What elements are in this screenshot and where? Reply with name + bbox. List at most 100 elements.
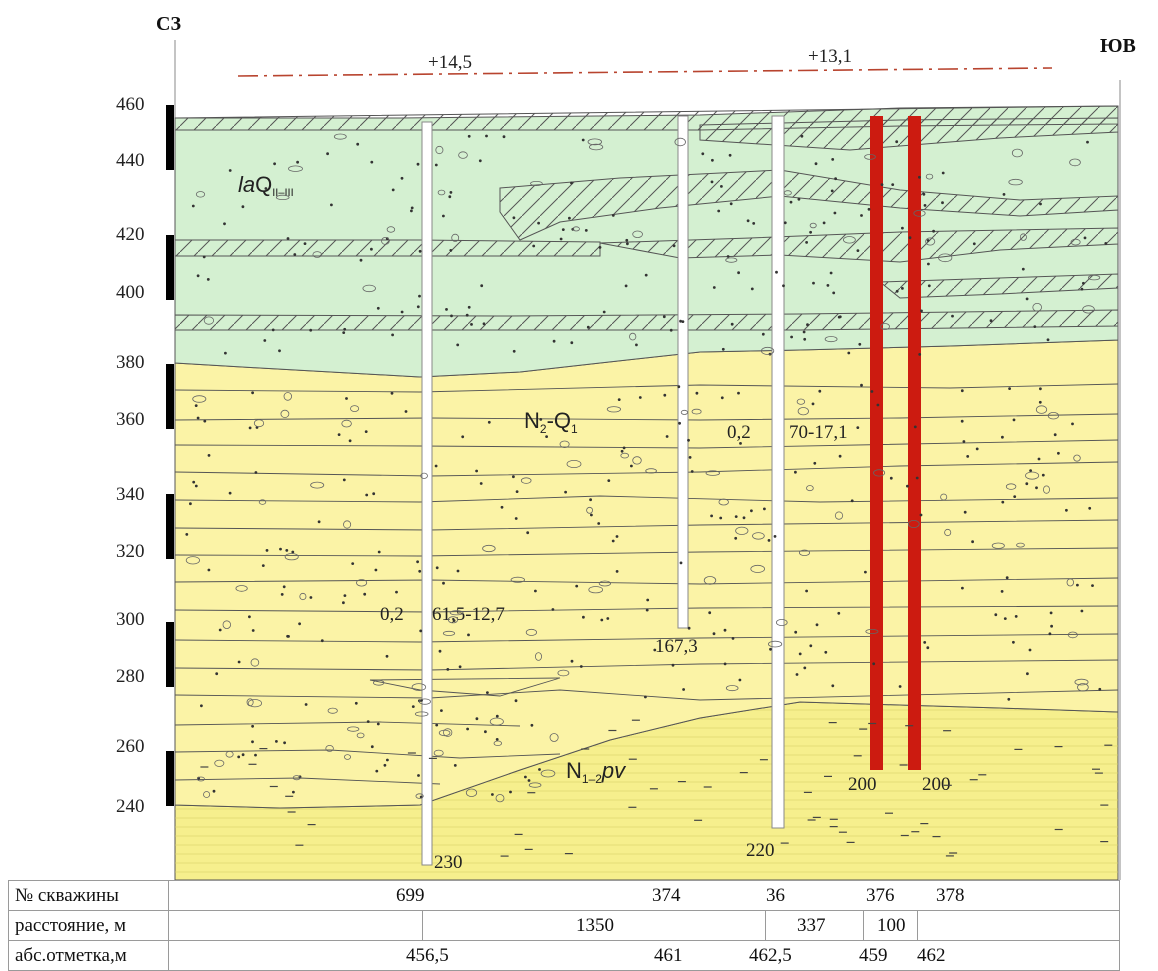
sand-dot — [1028, 648, 1032, 652]
sand-dot — [739, 442, 742, 445]
pebble — [235, 585, 248, 592]
unit-label-laq: laQII–III — [238, 172, 294, 199]
sand-dot — [581, 138, 585, 142]
sand-dot — [400, 176, 404, 180]
sand-dot — [456, 569, 460, 573]
sand-dot — [561, 228, 565, 232]
pebble — [333, 133, 347, 140]
sand-dot — [737, 271, 740, 275]
sand-dot — [241, 205, 245, 209]
sand-dot — [790, 335, 793, 339]
unit-main: N — [566, 758, 582, 783]
sand-dot — [838, 315, 842, 319]
sand-dot — [228, 169, 232, 172]
sand-dot — [417, 774, 420, 777]
sand-dot — [475, 717, 479, 721]
sand-dot — [901, 226, 904, 230]
sand-dot — [237, 755, 241, 759]
pebble — [606, 406, 622, 413]
sand-dot — [545, 435, 548, 438]
sand-dot — [512, 216, 516, 220]
sand-dot — [241, 753, 245, 757]
sand-dot — [622, 446, 626, 450]
sand-dot — [512, 349, 516, 353]
sand-dot — [1053, 433, 1057, 437]
pebble — [350, 405, 360, 413]
sand-dot — [1038, 400, 1042, 404]
sand-dot — [286, 634, 289, 638]
pebble — [214, 759, 225, 767]
sand-dot — [582, 615, 585, 619]
sand-dot — [351, 562, 355, 565]
sand-dot — [203, 419, 207, 423]
elevation-value: 462,5 — [749, 945, 792, 966]
sand-dot — [551, 608, 555, 611]
sand-dot — [723, 662, 727, 666]
sand-dot — [761, 332, 765, 336]
sand-dot — [963, 510, 967, 514]
unit-sub-2: 1 — [571, 422, 578, 436]
sand-dot — [826, 284, 830, 287]
pebble — [1019, 233, 1027, 241]
sand-dot — [200, 704, 203, 708]
pebble — [864, 153, 876, 160]
sand-dot — [337, 433, 341, 436]
sand-dot — [434, 163, 438, 167]
well-374-depth: 167,3 — [655, 636, 698, 657]
sand-dot — [870, 390, 874, 393]
sand-dot — [370, 745, 374, 749]
pebble — [535, 652, 543, 661]
table-row-distance: расстояние, м 1350 337 100 — [8, 910, 1120, 941]
sand-dot — [620, 449, 624, 453]
elevation-value: 459 — [859, 945, 888, 966]
sand-dot — [926, 239, 930, 242]
sand-dot — [194, 484, 198, 488]
sand-dot — [524, 775, 527, 779]
sand-dot — [1091, 584, 1094, 587]
sand-dot — [495, 738, 499, 741]
sand-dot — [527, 779, 531, 782]
sand-dot — [720, 396, 724, 400]
sand-dot — [185, 533, 189, 536]
pebble — [783, 190, 792, 196]
sand-dot — [1002, 193, 1006, 196]
pebble — [645, 468, 657, 474]
pebble — [443, 728, 453, 737]
sand-dot — [434, 464, 438, 468]
pebble — [437, 189, 446, 196]
sand-dot — [712, 632, 716, 636]
sand-dot — [625, 238, 629, 242]
sand-dot — [679, 561, 683, 565]
pebble — [1025, 471, 1040, 480]
sand-dot — [645, 608, 649, 612]
sand-dot — [192, 480, 196, 484]
sand-dot — [552, 339, 556, 343]
pebble — [222, 620, 231, 629]
sand-dot — [1021, 267, 1025, 271]
sand-dot — [366, 720, 370, 723]
sand-dot — [906, 484, 909, 488]
sand-dot — [343, 327, 347, 331]
sand-dot — [416, 162, 420, 166]
sand-dot — [1025, 482, 1029, 486]
pebble — [356, 579, 368, 587]
sand-dot — [568, 216, 571, 220]
sand-dot — [915, 476, 919, 480]
sand-dot — [265, 549, 269, 552]
pebble — [913, 209, 926, 217]
sand-dot — [989, 319, 993, 323]
sand-dot — [1003, 617, 1007, 620]
sand-dot — [375, 769, 379, 773]
sand-dot — [279, 547, 282, 551]
sand-dot — [282, 585, 286, 589]
pebble — [356, 732, 365, 739]
sand-dot — [831, 684, 835, 688]
sand-dot — [390, 391, 394, 395]
sand-dot — [1039, 387, 1042, 391]
sand-dot — [449, 249, 453, 252]
sand-dot — [737, 391, 740, 395]
sand-dot — [589, 498, 592, 502]
pebble — [705, 470, 721, 476]
elevation-label: 260 — [116, 736, 145, 757]
sand-dot — [376, 722, 380, 726]
